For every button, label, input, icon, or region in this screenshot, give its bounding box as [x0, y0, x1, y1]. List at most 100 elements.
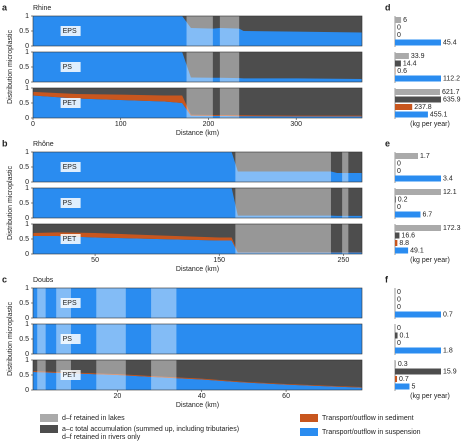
panel-name: EPS: [63, 300, 77, 307]
bar: [395, 361, 396, 367]
bar-value-label: 0: [397, 340, 401, 347]
y-tick-label: 1: [25, 149, 29, 156]
bar-value-label: 5: [411, 384, 415, 391]
y-tick-label: 0: [25, 79, 29, 86]
lake-span: [342, 224, 349, 254]
panel-letter: b: [2, 138, 8, 148]
y-tick-label: 0.5: [19, 200, 29, 207]
y-tick-label: 0: [25, 115, 29, 122]
area: [33, 16, 362, 46]
area: [33, 91, 362, 117]
bar-value-label: 0.7: [443, 312, 453, 319]
area: [33, 372, 362, 390]
bar-value-label: 14.4: [403, 61, 417, 68]
bar-value-label: 0: [397, 289, 401, 296]
x-tick-label: 0: [31, 121, 35, 128]
lake-span: [151, 324, 177, 354]
x-axis-label: Distance (km): [176, 402, 219, 409]
y-tick-label: 0.5: [19, 64, 29, 71]
bar-value-label: 0.2: [398, 197, 408, 204]
y-tick-label: 1: [25, 285, 29, 292]
bar-value-label: 33.9: [411, 53, 425, 60]
bar-value-label: 237.8: [414, 104, 432, 111]
y-tick-label: 1: [25, 49, 29, 56]
panel-name: EPS: [63, 28, 77, 35]
x-axis-label: (kg per year): [410, 257, 450, 264]
panel-name-box: [60, 334, 81, 344]
y-axis-label: Distribution microplastic: [7, 30, 14, 104]
y-tick-label: 0: [25, 387, 29, 394]
y-tick-label: 0.5: [19, 300, 29, 307]
x-tick-label: 300: [290, 121, 302, 128]
lake-span: [96, 360, 126, 390]
lake-span: [219, 52, 240, 82]
lake-span: [235, 188, 331, 218]
legend-swatch: [300, 414, 318, 422]
y-tick-label: 0: [25, 179, 29, 186]
bar: [395, 39, 441, 46]
bar-value-label: 6.7: [422, 212, 432, 219]
bar-value-label: 0: [397, 297, 401, 304]
area: [33, 188, 362, 218]
panel-name: EPS: [63, 164, 77, 171]
bar: [395, 225, 441, 231]
bar: [395, 347, 441, 354]
bar-value-label: 0: [397, 325, 401, 332]
y-tick-label: 0.5: [19, 164, 29, 171]
lake-span: [219, 16, 240, 46]
y-tick-label: 0.5: [19, 100, 29, 107]
y-tick-label: 1: [25, 185, 29, 192]
bar: [395, 175, 441, 182]
y-tick-label: 0.5: [19, 28, 29, 35]
bar-value-label: 0: [397, 161, 401, 168]
lake-span: [151, 288, 177, 318]
y-tick-label: 1: [25, 357, 29, 364]
panel-name-box: [60, 234, 81, 244]
panel-name: PS: [63, 200, 73, 207]
area: [33, 152, 362, 182]
bar: [395, 232, 400, 239]
legend-swatch: [40, 425, 58, 433]
bar-value-label: 455.1: [430, 112, 448, 119]
lake-span: [186, 16, 213, 46]
bar-value-label: 0: [397, 168, 401, 175]
bar: [395, 376, 398, 382]
river-title: Rhine: [33, 5, 51, 12]
bar: [395, 368, 441, 375]
bar-value-label: 0.1: [400, 333, 410, 340]
bar-value-label: 0.6: [397, 68, 407, 75]
bar: [395, 240, 398, 246]
panel-name-box: [60, 62, 81, 72]
lake-span: [342, 188, 349, 218]
y-tick-label: 0: [25, 215, 29, 222]
area: [33, 232, 362, 253]
bar: [395, 89, 440, 95]
bar-value-label: 0: [397, 204, 401, 211]
bar-value-label: 15.9: [443, 369, 457, 376]
x-tick-label: 250: [338, 257, 350, 264]
lake-span: [186, 88, 213, 118]
legend-label: d–f retained in rivers only: [62, 434, 141, 441]
panel-name: PS: [63, 336, 73, 343]
panel-name-box: [60, 298, 81, 308]
y-tick-label: 0: [25, 43, 29, 50]
y-tick-label: 0: [25, 315, 29, 322]
legend-label: Transport/outflow in sediment: [322, 415, 414, 422]
y-tick-label: 1: [25, 85, 29, 92]
bar: [395, 111, 428, 118]
bar-value-label: 172.3: [443, 225, 461, 232]
bar-value-label: 112.2: [443, 76, 460, 83]
lake-span: [37, 360, 46, 390]
lake-span: [235, 224, 331, 254]
panel-letter: a: [2, 2, 8, 12]
x-tick-label: 50: [91, 257, 99, 264]
lake-span: [219, 88, 240, 118]
y-tick-label: 0.5: [19, 336, 29, 343]
panel-letter: d: [385, 2, 391, 12]
x-axis-label: Distance (km): [176, 130, 219, 137]
bar: [395, 60, 401, 67]
area: [33, 95, 362, 118]
y-tick-label: 0.5: [19, 372, 29, 379]
lake-span: [342, 152, 349, 182]
